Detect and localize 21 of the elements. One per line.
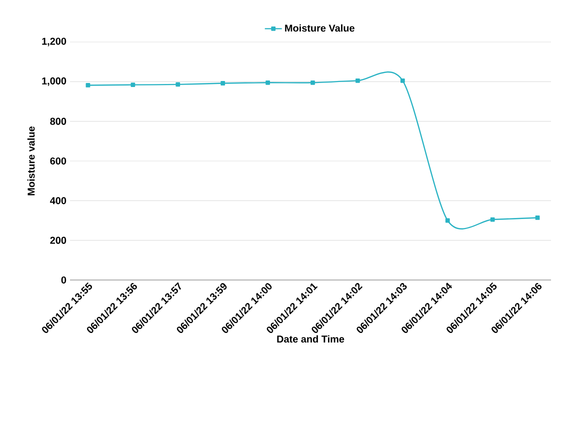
point [445,218,450,223]
x-axis-title: Date and Time [277,335,344,343]
y-tick-label: 600 [50,157,66,165]
y-tick-label: 800 [50,118,66,125]
y-tick-label: 1,000 [42,77,66,86]
legend-label: Moisture Value [285,24,354,32]
point [176,82,180,87]
y-tick-label: 200 [50,236,66,244]
point [400,78,405,83]
point [490,217,495,222]
point [310,80,315,85]
point [356,78,360,83]
y-axis-title: Moisture value [27,126,35,196]
y-tick-label: 400 [50,197,66,204]
point [266,80,270,85]
point [535,216,540,220]
point [86,83,90,88]
y-tick-label: 1,200 [42,38,66,46]
y-tick-label: 0 [61,276,66,284]
point [220,81,226,86]
point [130,82,136,88]
